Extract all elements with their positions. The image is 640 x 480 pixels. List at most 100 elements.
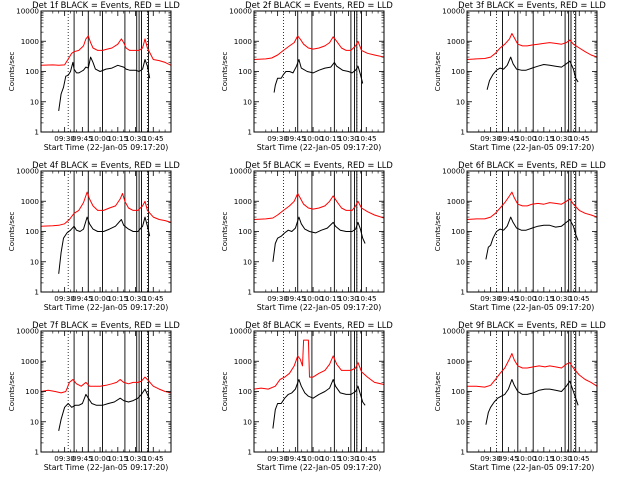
x-tick-label: 10:15 — [107, 294, 128, 303]
x-tick-label: 09:30 — [480, 294, 501, 303]
x-tick-label: 09:30 — [267, 294, 288, 303]
panel-title: Det 9f BLACK = Events, RED = LLD — [458, 320, 606, 330]
x-tick-label: 09:30 — [267, 454, 288, 463]
plot-frame — [466, 330, 598, 453]
x-tick-label: 10:15 — [107, 134, 128, 143]
x-tick-label: 10:00 — [516, 134, 537, 143]
x-tick-label: 10:30 — [125, 134, 146, 143]
events-series-line — [486, 56, 579, 90]
x-tick-label: 09:30 — [54, 454, 75, 463]
y-axis-label: Counts/sec — [220, 372, 229, 412]
x-tick-label: 10:00 — [303, 294, 324, 303]
y-tick-label: 1 — [460, 448, 465, 457]
plot-frame — [40, 170, 172, 293]
plot-frame — [40, 10, 172, 133]
lld-series-line — [253, 35, 385, 60]
x-tick-label: 09:45 — [498, 134, 519, 143]
x-tick-label: 10:45 — [356, 134, 377, 143]
lld-series-line — [253, 193, 385, 220]
x-tick-label: 09:45 — [498, 294, 519, 303]
x-tick-label: 10:00 — [90, 294, 111, 303]
y-axis-label: Counts/sec — [220, 212, 229, 252]
y-tick-label: 1000 — [21, 357, 40, 366]
plot-frame — [466, 10, 598, 133]
y-tick-label: 10 — [30, 97, 40, 106]
x-tick-label: 10:45 — [143, 454, 164, 463]
x-tick-label: 09:45 — [72, 134, 93, 143]
y-tick-label: 1 — [247, 128, 252, 137]
y-tick-label: 1000 — [234, 197, 253, 206]
x-tick-label: 10:45 — [569, 294, 590, 303]
y-axis-label: Counts/sec — [7, 372, 16, 412]
x-tick-label: 10:00 — [516, 454, 537, 463]
panel-det-3: Det 3f BLACK = Events, RED = LLD 1 10 100 10… — [433, 0, 606, 152]
panel-det-2: Det 2f BLACK = Events, RED = LLD 1 10 100 10… — [220, 0, 393, 152]
y-tick-label: 100 — [238, 387, 252, 396]
y-tick-label: 1000 — [234, 357, 253, 366]
y-tick-label: 10000 — [229, 7, 252, 16]
events-series-line — [272, 216, 366, 262]
panel-title: Det 7f BLACK = Events, RED = LLD — [32, 320, 180, 330]
y-axis-label: Counts/sec — [7, 52, 16, 92]
x-tick-label: 09:30 — [480, 134, 501, 143]
x-tick-label: 09:30 — [267, 134, 288, 143]
y-tick-label: 10000 — [442, 167, 465, 176]
x-tick-label: 09:30 — [54, 134, 75, 143]
y-tick-label: 10000 — [16, 327, 39, 336]
y-tick-label: 1000 — [234, 37, 253, 46]
panel-det-5: Det 5f BLACK = Events, RED = LLD 1 10 100 10… — [220, 160, 393, 312]
x-tick-label: 10:30 — [125, 454, 146, 463]
y-axis-label: Counts/sec — [433, 212, 442, 252]
panel-det-1: Det 1f BLACK = Events, RED = LLD 1 10 100 10… — [7, 0, 180, 152]
x-tick-label: 10:15 — [533, 294, 554, 303]
x-tick-label: 09:45 — [498, 454, 519, 463]
x-axis-label: Start Time (22-Jan-05 09:17:20) — [257, 463, 382, 472]
x-axis-label: Start Time (22-Jan-05 09:17:20) — [470, 303, 595, 312]
x-tick-label: 09:45 — [285, 134, 306, 143]
y-tick-label: 100 — [451, 227, 465, 236]
y-tick-label: 1000 — [447, 357, 466, 366]
y-tick-label: 1000 — [447, 37, 466, 46]
lld-series-line — [40, 376, 172, 394]
x-tick-label: 09:30 — [480, 454, 501, 463]
x-tick-label: 09:30 — [54, 294, 75, 303]
lld-series-line — [40, 191, 172, 227]
y-tick-label: 100 — [451, 387, 465, 396]
y-tick-label: 10 — [30, 257, 40, 266]
plot-frame — [253, 10, 385, 133]
panel-title: Det 3f BLACK = Events, RED = LLD — [458, 0, 606, 10]
x-axis-label: Start Time (22-Jan-05 09:17:20) — [470, 143, 595, 152]
y-tick-label: 10000 — [16, 167, 39, 176]
x-tick-label: 09:45 — [285, 294, 306, 303]
x-tick-label: 10:30 — [338, 454, 359, 463]
y-tick-label: 10 — [456, 257, 466, 266]
y-tick-label: 10000 — [229, 327, 252, 336]
y-tick-label: 10 — [243, 257, 253, 266]
y-tick-label: 100 — [238, 227, 252, 236]
x-tick-label: 10:30 — [125, 294, 146, 303]
events-series-line — [485, 379, 579, 425]
x-axis-label: Start Time (22-Jan-05 09:17:20) — [257, 303, 382, 312]
x-tick-label: 10:30 — [551, 454, 572, 463]
y-axis-label: Counts/sec — [220, 52, 229, 92]
plot-frame — [40, 330, 172, 453]
y-tick-label: 10 — [30, 417, 40, 426]
x-tick-label: 10:45 — [569, 134, 590, 143]
x-tick-label: 10:30 — [338, 294, 359, 303]
x-tick-label: 10:15 — [533, 134, 554, 143]
panel-det-7: Det 7f BLACK = Events, RED = LLD 1 10 100 10… — [7, 320, 180, 472]
x-tick-label: 10:15 — [107, 454, 128, 463]
x-axis-label: Start Time (22-Jan-05 09:17:20) — [44, 143, 169, 152]
x-axis-label: Start Time (22-Jan-05 09:17:20) — [44, 303, 169, 312]
panel-title: Det 6f BLACK = Events, RED = LLD — [458, 160, 606, 170]
x-tick-label: 10:00 — [516, 294, 537, 303]
x-axis-label: Start Time (22-Jan-05 09:17:20) — [470, 463, 595, 472]
x-tick-label: 10:30 — [551, 294, 572, 303]
panel-title: Det 4f BLACK = Events, RED = LLD — [32, 160, 180, 170]
y-tick-label: 1 — [34, 128, 39, 137]
x-tick-label: 10:00 — [90, 454, 111, 463]
x-tick-label: 10:30 — [551, 134, 572, 143]
x-axis-label: Start Time (22-Jan-05 09:17:20) — [257, 143, 382, 152]
x-tick-label: 10:15 — [320, 134, 341, 143]
